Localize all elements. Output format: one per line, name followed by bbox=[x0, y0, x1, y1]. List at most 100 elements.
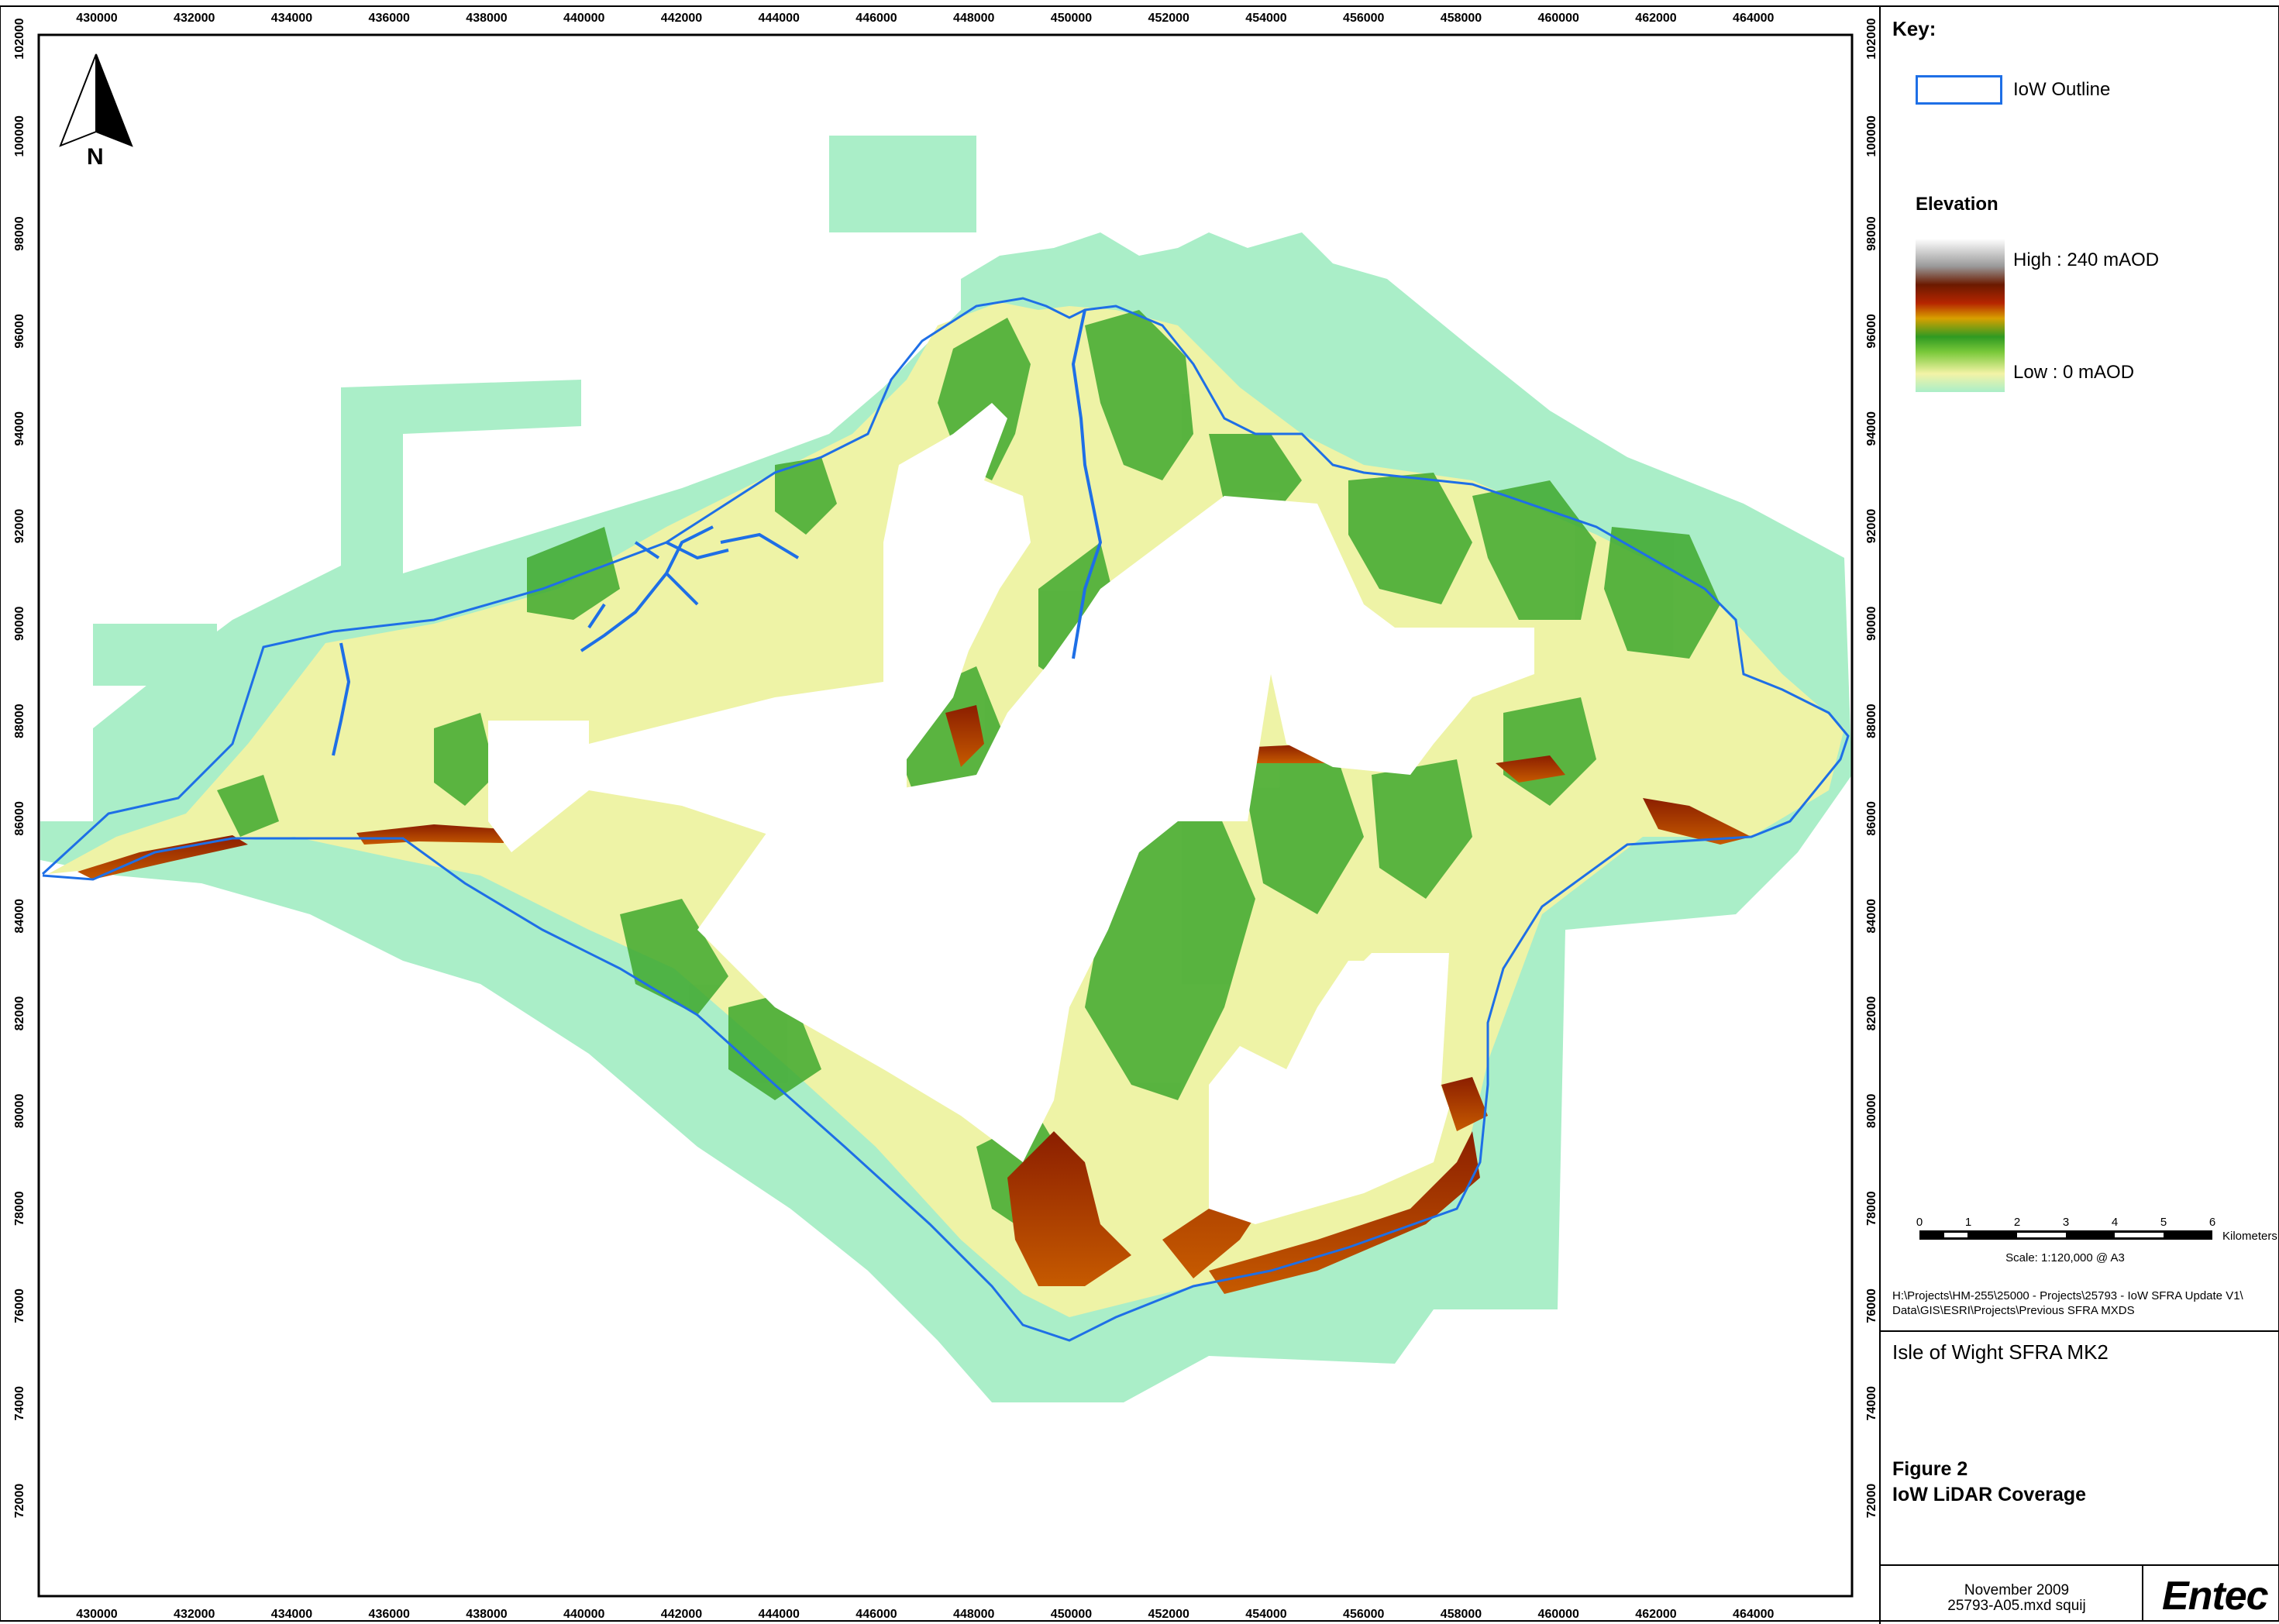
x-tick-label: 432000 bbox=[174, 1608, 215, 1621]
outline-label: IoW Outline bbox=[2013, 79, 2111, 100]
north-arrow-icon: N bbox=[59, 53, 133, 170]
x-tick-label: 442000 bbox=[661, 12, 702, 25]
project-title: Isle of Wight SFRA MK2 bbox=[1892, 1340, 2109, 1364]
y-tick-label: 80000 bbox=[1865, 1093, 1878, 1128]
scale-label: 3 bbox=[2063, 1216, 2069, 1229]
y-tick-label: 102000 bbox=[13, 18, 26, 59]
x-tick-label: 450000 bbox=[1051, 12, 1092, 25]
x-tick-label: 430000 bbox=[76, 12, 117, 25]
elevation-high-label: High : 240 mAOD bbox=[2013, 249, 2160, 270]
scale-unit: Kilometers bbox=[2222, 1230, 2277, 1243]
x-tick-label: 442000 bbox=[661, 1608, 702, 1621]
scale-label: 2 bbox=[2014, 1216, 2020, 1229]
x-tick-label: 462000 bbox=[1635, 12, 1676, 25]
map-area[interactable] bbox=[40, 136, 1852, 1402]
y-tick-label: 92000 bbox=[13, 509, 26, 544]
date-label: November 2009 bbox=[1964, 1582, 2070, 1598]
x-tick-label: 446000 bbox=[855, 1608, 897, 1621]
y-ticks-right: 102000 100000 98000 96000 94000 92000 90000 880… bbox=[1865, 18, 1878, 1518]
x-tick-label: 458000 bbox=[1441, 12, 1482, 25]
river-medina bbox=[1071, 309, 1103, 659]
y-tick-label: 98000 bbox=[1865, 216, 1878, 251]
elevation-ramp bbox=[1916, 239, 2005, 392]
y-tick-label: 86000 bbox=[1865, 801, 1878, 836]
y-tick-label: 96000 bbox=[1865, 314, 1878, 349]
x-tick-label: 434000 bbox=[271, 12, 312, 25]
y-ticks-left: 102000 100000 98000 96000 94000 92000 90000 880… bbox=[13, 18, 26, 1518]
y-tick-label: 76000 bbox=[13, 1289, 26, 1323]
x-tick-label: 444000 bbox=[759, 12, 800, 25]
x-tick-label: 464000 bbox=[1733, 12, 1774, 25]
x-tick-label: 430000 bbox=[76, 1608, 117, 1621]
x-tick-label: 464000 bbox=[1733, 1608, 1774, 1621]
y-tick-label: 100000 bbox=[1865, 115, 1878, 157]
no-data-areas bbox=[488, 403, 1534, 1224]
scale-label: 0 bbox=[1916, 1216, 1923, 1229]
x-tick-label: 454000 bbox=[1245, 1608, 1286, 1621]
y-tick-label: 98000 bbox=[13, 216, 26, 251]
y-tick-label: 78000 bbox=[13, 1191, 26, 1226]
scale-label: 1 bbox=[1965, 1216, 1971, 1229]
y-tick-label: 102000 bbox=[1865, 18, 1878, 59]
outline-swatch bbox=[1916, 75, 2002, 105]
file-label: 25793-A05.mxd squij bbox=[1947, 1598, 2086, 1614]
x-tick-label: 456000 bbox=[1343, 1608, 1384, 1621]
y-tick-label: 100000 bbox=[13, 115, 26, 157]
x-tick-label: 456000 bbox=[1343, 12, 1384, 25]
y-tick-label: 88000 bbox=[13, 704, 26, 738]
date-block: November 2009 25793-A05.mxd squij bbox=[1922, 1583, 2112, 1614]
x-tick-label: 448000 bbox=[953, 1608, 994, 1621]
y-tick-label: 94000 bbox=[13, 411, 26, 446]
x-ticks-bottom: 430000 432000 434000 436000 438000 440000 4420… bbox=[76, 1608, 1774, 1621]
x-tick-label: 440000 bbox=[563, 1608, 604, 1621]
scale-label: 4 bbox=[2112, 1216, 2118, 1229]
elevation-low-label: Low : 0 mAOD bbox=[2013, 362, 2135, 383]
y-tick-label: 86000 bbox=[13, 801, 26, 836]
x-tick-label: 454000 bbox=[1245, 12, 1286, 25]
x-tick-label: 462000 bbox=[1635, 1608, 1676, 1621]
figure-number: Figure 2 bbox=[1892, 1458, 1968, 1480]
y-tick-label: 72000 bbox=[13, 1484, 26, 1519]
x-tick-label: 434000 bbox=[271, 1608, 312, 1621]
y-tick-label: 74000 bbox=[13, 1386, 26, 1421]
x-tick-label: 460000 bbox=[1538, 12, 1579, 25]
y-tick-label: 80000 bbox=[13, 1093, 26, 1128]
x-tick-label: 448000 bbox=[953, 12, 994, 25]
y-tick-label: 82000 bbox=[13, 996, 26, 1031]
y-tick-label: 82000 bbox=[1865, 996, 1878, 1031]
y-tick-label: 84000 bbox=[13, 899, 26, 934]
x-tick-label: 438000 bbox=[466, 1608, 507, 1621]
x-tick-label: 446000 bbox=[855, 12, 897, 25]
y-tick-label: 84000 bbox=[1865, 899, 1878, 934]
y-tick-label: 88000 bbox=[1865, 704, 1878, 738]
x-tick-label: 458000 bbox=[1441, 1608, 1482, 1621]
scale-labels: 0 1 2 3 4 5 6 bbox=[1916, 1216, 2215, 1229]
x-tick-label: 452000 bbox=[1148, 1608, 1189, 1621]
file-path: H:\Projects\HM-255\25000 - Projects\2579… bbox=[1892, 1289, 2243, 1317]
scale-label: 5 bbox=[2160, 1216, 2167, 1229]
x-tick-label: 450000 bbox=[1051, 1608, 1092, 1621]
x-tick-label: 438000 bbox=[466, 12, 507, 25]
elevation-title: Elevation bbox=[1916, 194, 1998, 215]
y-tick-label: 92000 bbox=[1865, 509, 1878, 544]
y-tick-label: 72000 bbox=[1865, 1484, 1878, 1519]
x-tick-label: 452000 bbox=[1148, 12, 1189, 25]
x-tick-label: 460000 bbox=[1538, 1608, 1579, 1621]
north-label: N bbox=[87, 144, 104, 170]
y-tick-label: 76000 bbox=[1865, 1289, 1878, 1323]
yar-estuary bbox=[332, 642, 351, 756]
x-tick-label: 436000 bbox=[369, 1608, 410, 1621]
y-tick-label: 90000 bbox=[1865, 606, 1878, 641]
scale-bar: 0 1 2 3 4 5 6 Kilometers Scale: 1:120,000 @ A3 bbox=[1916, 1216, 2277, 1264]
scale-label: 6 bbox=[2209, 1216, 2215, 1229]
y-tick-label: 90000 bbox=[13, 606, 26, 641]
newtown-estuary bbox=[580, 525, 800, 652]
y-tick-label: 94000 bbox=[1865, 411, 1878, 446]
x-tick-label: 444000 bbox=[759, 1608, 800, 1621]
entec-logo: Entec bbox=[2162, 1574, 2269, 1619]
x-tick-label: 432000 bbox=[174, 12, 215, 25]
y-tick-label: 78000 bbox=[1865, 1191, 1878, 1226]
y-tick-label: 74000 bbox=[1865, 1386, 1878, 1421]
figure-title: IoW LiDAR Coverage bbox=[1892, 1484, 2087, 1505]
x-tick-label: 440000 bbox=[563, 12, 604, 25]
